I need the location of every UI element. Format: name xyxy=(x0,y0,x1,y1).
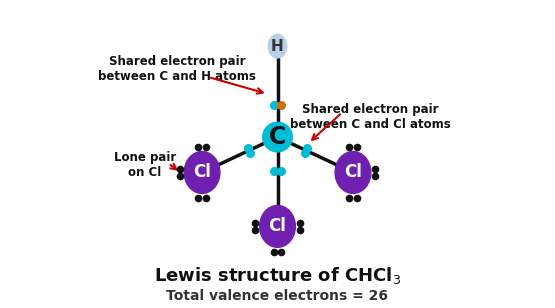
Ellipse shape xyxy=(184,152,220,193)
Text: Cl: Cl xyxy=(269,217,286,235)
Circle shape xyxy=(263,122,292,152)
Ellipse shape xyxy=(335,152,371,193)
Ellipse shape xyxy=(268,34,287,58)
Text: C: C xyxy=(269,125,286,149)
Text: Shared electron pair
between C and H atoms: Shared electron pair between C and H ato… xyxy=(98,55,256,83)
Text: Lewis structure of CHCl$_3$: Lewis structure of CHCl$_3$ xyxy=(154,265,401,286)
Text: Cl: Cl xyxy=(193,164,211,181)
Ellipse shape xyxy=(260,205,295,247)
Text: Shared electron pair
between C and Cl atoms: Shared electron pair between C and Cl at… xyxy=(290,103,450,131)
Text: Total valence electrons = 26: Total valence electrons = 26 xyxy=(166,289,388,303)
Text: Cl: Cl xyxy=(344,164,362,181)
Text: H: H xyxy=(271,39,284,54)
Text: Lone pair
on Cl: Lone pair on Cl xyxy=(114,151,176,179)
